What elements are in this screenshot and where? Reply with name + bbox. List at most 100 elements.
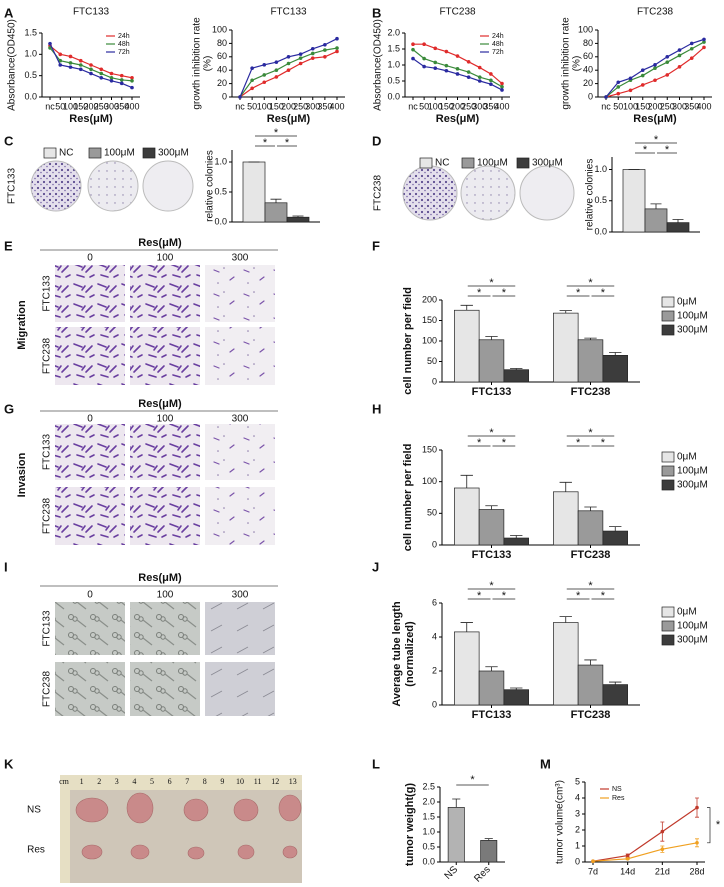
micrograph [205, 487, 275, 545]
micrograph [205, 424, 275, 480]
y-tick-label: 100 [422, 476, 437, 486]
point [411, 56, 415, 61]
y-tick-label: 4 [575, 792, 580, 802]
legend-swatch [43, 147, 57, 159]
point [119, 81, 124, 86]
y-tick-label: 1.0 [422, 826, 435, 836]
legend-label: 72h [118, 49, 130, 56]
error-bar [485, 505, 498, 510]
error-bar [510, 368, 523, 370]
x-tick-label: 350 [317, 101, 332, 111]
micrograph [55, 265, 125, 322]
point [591, 859, 595, 863]
column-label: 0 [87, 590, 93, 601]
point [68, 61, 73, 65]
ruler-mark: 12 [271, 777, 279, 786]
cell-line-label: FTC133 [7, 168, 18, 205]
x-tick-label: 400 [494, 101, 509, 111]
x-tick-label: 350 [684, 101, 699, 111]
y-tick-label: 0.0 [422, 856, 435, 866]
x-tick-label: 28d [689, 866, 704, 876]
x-tick-label: 50 [247, 101, 257, 111]
ruler-mark: 3 [115, 777, 119, 786]
micrograph [55, 424, 125, 480]
x-tick-label: 150 [439, 101, 454, 111]
significance: * [643, 144, 648, 156]
point [89, 67, 93, 72]
row-label: FTC133 [42, 275, 53, 312]
point [466, 70, 471, 74]
significance: * [588, 277, 593, 289]
point [422, 56, 426, 61]
error-bar [559, 481, 572, 492]
y-tick-label: 0 [575, 856, 580, 866]
error-bar [460, 622, 473, 632]
x-tick-label: 200 [281, 101, 296, 111]
legend-label: NC [59, 148, 73, 159]
point [58, 52, 63, 57]
y-tick-label: 200 [422, 294, 437, 304]
tumor [187, 846, 205, 860]
legend-swatch [461, 157, 475, 169]
point [702, 40, 706, 44]
point [250, 78, 254, 83]
point [677, 65, 682, 69]
significance: * [576, 437, 581, 449]
micrograph [130, 602, 200, 655]
micrograph [130, 487, 200, 545]
y-tick-label: 2 [432, 665, 437, 675]
point [653, 66, 657, 70]
panel-letter: F [372, 238, 380, 253]
x-tick-label: nc [45, 101, 55, 111]
series-line [413, 43, 503, 85]
bar [602, 355, 628, 383]
error-bar [485, 336, 498, 340]
significance: * [502, 590, 507, 602]
y-axis-label: Absorbance(OD450) [7, 19, 18, 111]
point [665, 73, 670, 77]
y-tick-label: 0 [432, 699, 437, 709]
column-label: 300 [232, 253, 249, 264]
column-label: 100 [157, 414, 174, 425]
legend-label: 100μM [677, 466, 708, 477]
y-tick-label: 1.0 [24, 49, 37, 59]
x-tick-label: FTC238 [571, 709, 611, 721]
x-tick-label: 400 [124, 101, 139, 111]
error-bar [270, 198, 282, 203]
significance: * [654, 134, 659, 146]
point [660, 829, 665, 834]
bar [478, 339, 505, 383]
ruler [60, 790, 70, 883]
significance: * [489, 427, 494, 439]
dish [460, 165, 516, 221]
point [489, 82, 493, 86]
point [616, 80, 621, 85]
ruler-mark: 1 [80, 777, 84, 786]
chart-title: FTC238 [637, 7, 674, 18]
xenograft-photo [60, 775, 302, 883]
ruler-mark: 13 [289, 777, 297, 786]
point [78, 58, 83, 63]
bar [242, 161, 266, 223]
chart-title: FTC133 [73, 7, 110, 18]
tumor [126, 792, 154, 824]
point [422, 64, 426, 69]
point [660, 847, 665, 851]
point [477, 79, 482, 83]
x-tick-label: 50 [55, 101, 65, 111]
point [433, 46, 438, 51]
legend-label: 24h [118, 33, 130, 40]
y-tick-label: 1.5 [387, 43, 400, 53]
column-label: 0 [87, 253, 93, 264]
significance: * [502, 437, 507, 449]
legend-label: 100μM [477, 158, 508, 169]
y-tick-label: 2.0 [422, 796, 435, 806]
point [702, 45, 706, 50]
significance: * [502, 287, 507, 299]
photo [60, 775, 302, 883]
significance: * [716, 819, 721, 831]
point [411, 42, 415, 46]
significance: * [601, 590, 606, 602]
point [298, 52, 303, 56]
panel-letter: L [372, 756, 380, 771]
